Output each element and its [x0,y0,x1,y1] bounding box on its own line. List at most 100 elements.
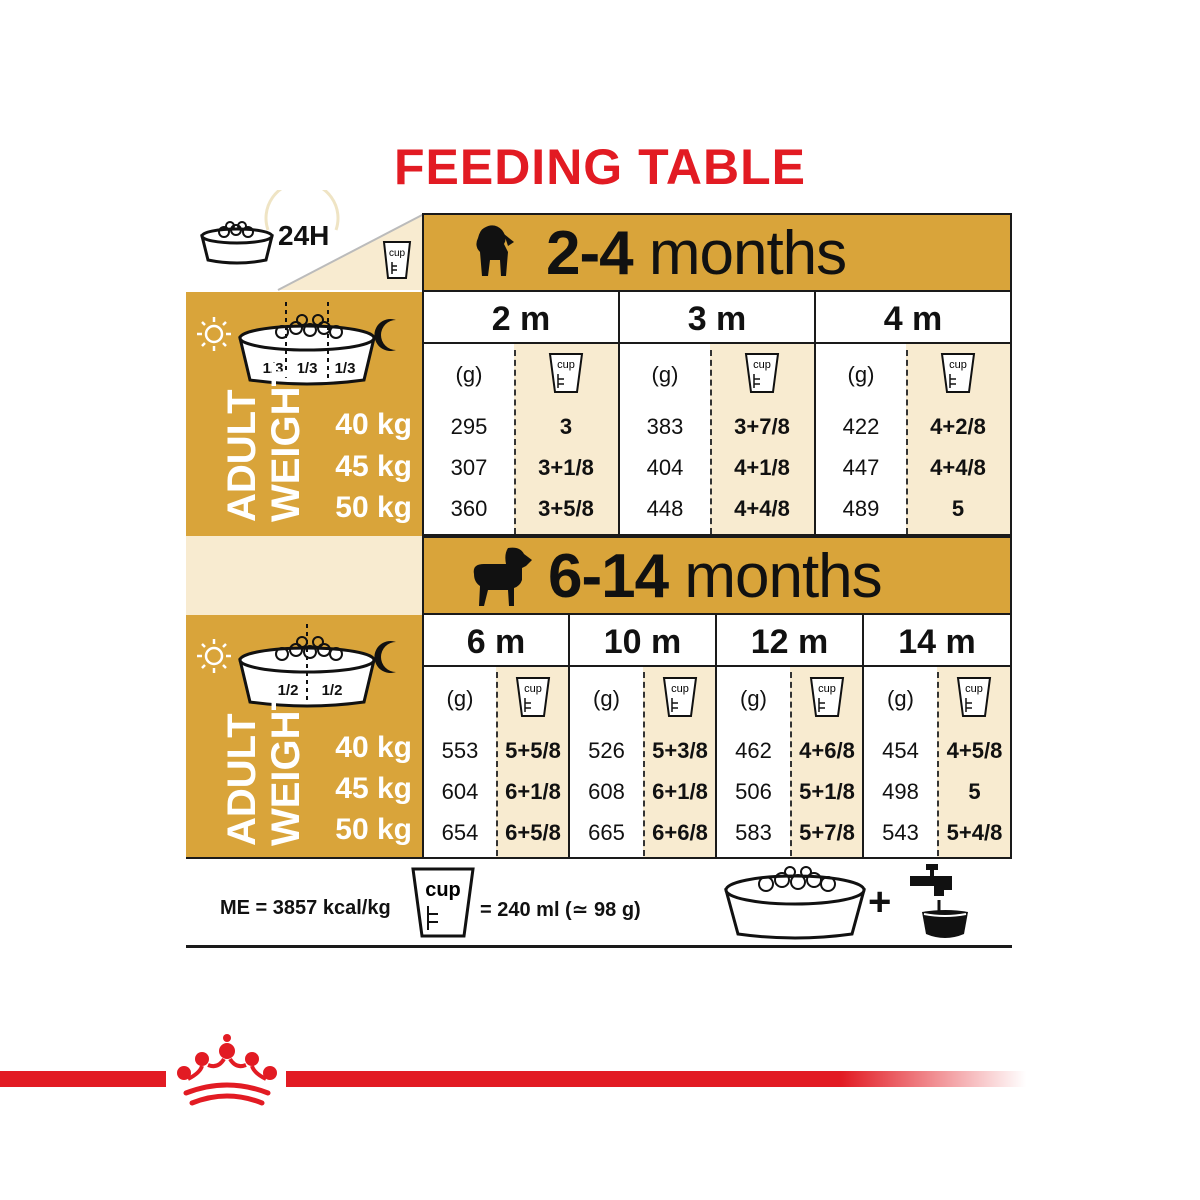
table-cell: 4+2/8 [930,414,986,439]
svg-text:cup: cup [949,359,967,371]
cup-icon: cup [382,241,412,279]
table-cell: 498 [882,779,919,804]
svg-text:cup: cup [425,879,461,901]
section1-heading-bar [422,213,1012,292]
table-cell: 4+1/8 [734,455,790,480]
bowl-icon [200,221,274,265]
page-title: FEEDING TABLE [393,139,807,195]
svg-text:cup: cup [818,683,836,695]
table-cell: 4+5/8 [946,738,1003,763]
table-cell: 448 [646,496,684,521]
table-cell: 447 [842,455,880,480]
cup-icon: cup [662,677,698,717]
table-cell: 4+6/8 [799,738,855,763]
table-cell: 526 [588,738,625,763]
table-cell: 3 [559,414,573,439]
table-cell: 3+7/8 [734,414,790,439]
svg-text:cup: cup [524,683,542,695]
table-cell: 604 [441,779,479,804]
grams-header: (g) [887,686,914,711]
footer-divider [186,945,1012,948]
section1-adult-label: ADULT [220,389,264,522]
table-cell: 6+1/8 [505,779,561,804]
cup-icon: cup [515,677,551,717]
table-cell: 6+6/8 [652,820,708,845]
section2-month-6m: 6 m [466,623,526,661]
table-cell: 6+5/8 [505,820,561,845]
table-cell: 665 [588,820,625,845]
cup-icon: cup [956,677,992,717]
section1-month-4m: 4 m [883,300,943,338]
table-cell: 422 [842,414,880,439]
sun-icon [197,639,231,673]
moon-icon [374,319,396,351]
grams-header: (g) [455,362,483,387]
section1-weight-45: 45 kg [335,450,412,483]
cup-icon: cup [411,867,475,938]
table-cell: 462 [735,738,772,763]
section2-heading-word: months [684,542,882,611]
table-cell: 454 [882,738,919,763]
moon-icon [374,641,396,673]
table-cell: 3+1/8 [538,455,594,480]
svg-text:cup: cup [671,683,689,695]
grams-header: (g) [446,686,474,711]
table-cell: 489 [842,496,880,521]
table-cell: 5+7/8 [799,820,855,845]
section1-fraction-2: 1/3 [296,360,318,377]
section1-weight-label: WEIGHT [264,362,308,522]
period-label: 24H [278,220,330,251]
section2-heading-number: 6-14 [548,542,669,611]
section1-weight-50: 50 kg [335,491,412,524]
section2-weight-40: 40 kg [335,731,412,764]
grams-header: (g) [847,362,875,387]
table-cell: 543 [882,820,919,845]
bowl-icon [238,302,376,386]
section1-month-3m: 3 m [687,300,747,338]
table-cell: 295 [450,414,488,439]
bowl-icon [238,624,376,708]
clock-icon [264,190,340,231]
table-cell: 404 [646,455,684,480]
section2-weight-label: WEIGHT [264,686,308,846]
table-cell: 6+1/8 [652,779,708,804]
section2-weight-45: 45 kg [335,772,412,805]
table-cell: 4+4/8 [930,455,986,480]
svg-text:cup: cup [753,359,771,371]
table-cell: 5 [968,779,981,804]
grams-header: (g) [651,362,679,387]
brand-bar-right [286,1071,1026,1087]
cup-icon: cup [809,677,845,717]
section2-month-10m: 10 m [603,623,682,661]
table-cell: 583 [735,820,772,845]
svg-text:cup: cup [557,359,575,371]
table-cell: 608 [588,779,625,804]
table-cell: 553 [441,738,479,763]
section2-fraction-2: 1/2 [321,682,343,699]
table-cell: 4+4/8 [734,496,790,521]
table-cell: 5+1/8 [799,779,855,804]
section2-weight-50: 50 kg [335,813,412,846]
section1-portion-graphic [197,302,396,386]
corner-header-graphic: cup [200,190,425,291]
cup-icon: cup [548,353,584,393]
section1-month-2m: 2 m [491,300,551,338]
cup-icon: cup [744,353,780,393]
sun-icon [197,317,231,351]
table-cell: 5+3/8 [652,738,708,763]
grams-header: (g) [740,686,767,711]
section1-weight-40: 40 kg [335,408,412,441]
section2-portion-graphic [197,624,396,708]
table-cell: 5+5/8 [505,738,561,763]
table-cell: 3+5/8 [538,496,594,521]
water-tap-icon [910,864,968,938]
crown-logo [177,1034,277,1106]
section1-fraction-3: 1/3 [334,360,356,377]
section1-heading-number: 2-4 [546,219,634,288]
plus-sign: + [868,880,892,924]
table-cell: 5 [951,496,965,521]
table-cell: 360 [450,496,488,521]
dog-icon [473,547,532,606]
section1-heading-word: months [648,219,847,288]
section2-fraction-1: 1/2 [277,682,299,699]
